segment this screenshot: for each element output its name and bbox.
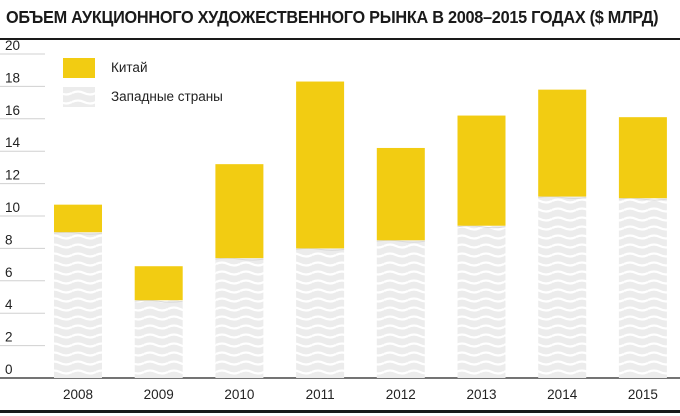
segment-edge: [376, 239, 425, 243]
y-tick-label: 4: [5, 297, 13, 312]
y-tick-label: 12: [5, 168, 20, 183]
legend-swatch: [63, 58, 95, 78]
x-tick-labels: 2008 2009 2010 2011 2012 2013 2014 2015: [63, 387, 658, 402]
x-tick-label: 2012: [386, 387, 416, 402]
bar-segment-china: [457, 115, 506, 226]
bar-segment-west: [457, 225, 506, 378]
bars: [53, 81, 667, 378]
bar-segment-west: [54, 232, 102, 378]
bar-segment-china: [538, 89, 587, 197]
bar-segment-west: [215, 258, 264, 378]
bar-segment-west: [538, 196, 587, 378]
x-tick-label: 2008: [63, 387, 93, 402]
segment-edge: [296, 247, 345, 251]
x-tick-label: 2013: [466, 387, 496, 402]
y-tick-label: 10: [5, 200, 20, 215]
segment-edge: [215, 257, 264, 261]
segment-edge: [538, 196, 587, 200]
bottom-rule: [0, 410, 680, 413]
y-tick-label: 20: [5, 38, 20, 53]
legend-label: Западные страны: [111, 89, 223, 104]
y-tick-label: 6: [5, 265, 13, 280]
bar-segment-china: [618, 117, 667, 199]
y-tick-label: 0: [5, 362, 13, 377]
bar-segment-west: [134, 300, 183, 378]
segment-edge: [53, 231, 103, 235]
y-tick-label: 14: [5, 135, 21, 150]
bar-segment-china: [54, 204, 102, 233]
segment-edge: [618, 197, 667, 201]
segment-edge: [134, 299, 183, 303]
bar-segment-china: [215, 164, 264, 259]
y-tick-label: 8: [5, 232, 13, 247]
x-tick-label: 2009: [144, 387, 174, 402]
y-tick-label: 16: [5, 103, 20, 118]
bar-segment-west: [376, 240, 425, 378]
chart-title: ОБЪЕМ АУКЦИОННОГО ХУДОЖЕСТВЕННОГО РЫНКА …: [6, 7, 659, 27]
bar-segment-china: [296, 81, 345, 249]
bar-segment-china: [376, 147, 425, 241]
legend-label: Китай: [111, 60, 148, 75]
x-tick-label: 2015: [628, 387, 658, 402]
bar-segment-china: [134, 266, 183, 301]
y-tick-label: 2: [5, 330, 13, 345]
y-tick-labels: 0 2 4 6 8 10 12 14 16 18 20: [5, 38, 21, 377]
legend: Китай Западные страны: [63, 58, 223, 107]
legend-swatch: [63, 87, 95, 107]
segment-edge: [457, 225, 506, 229]
title-rule: [0, 38, 680, 40]
x-tick-label: 2011: [306, 387, 335, 402]
bar-segment-west: [618, 198, 667, 378]
bar-segment-west: [296, 248, 345, 378]
x-tick-label: 2014: [547, 387, 578, 402]
x-tick-label: 2010: [224, 387, 254, 402]
y-tick-label: 18: [5, 70, 20, 85]
